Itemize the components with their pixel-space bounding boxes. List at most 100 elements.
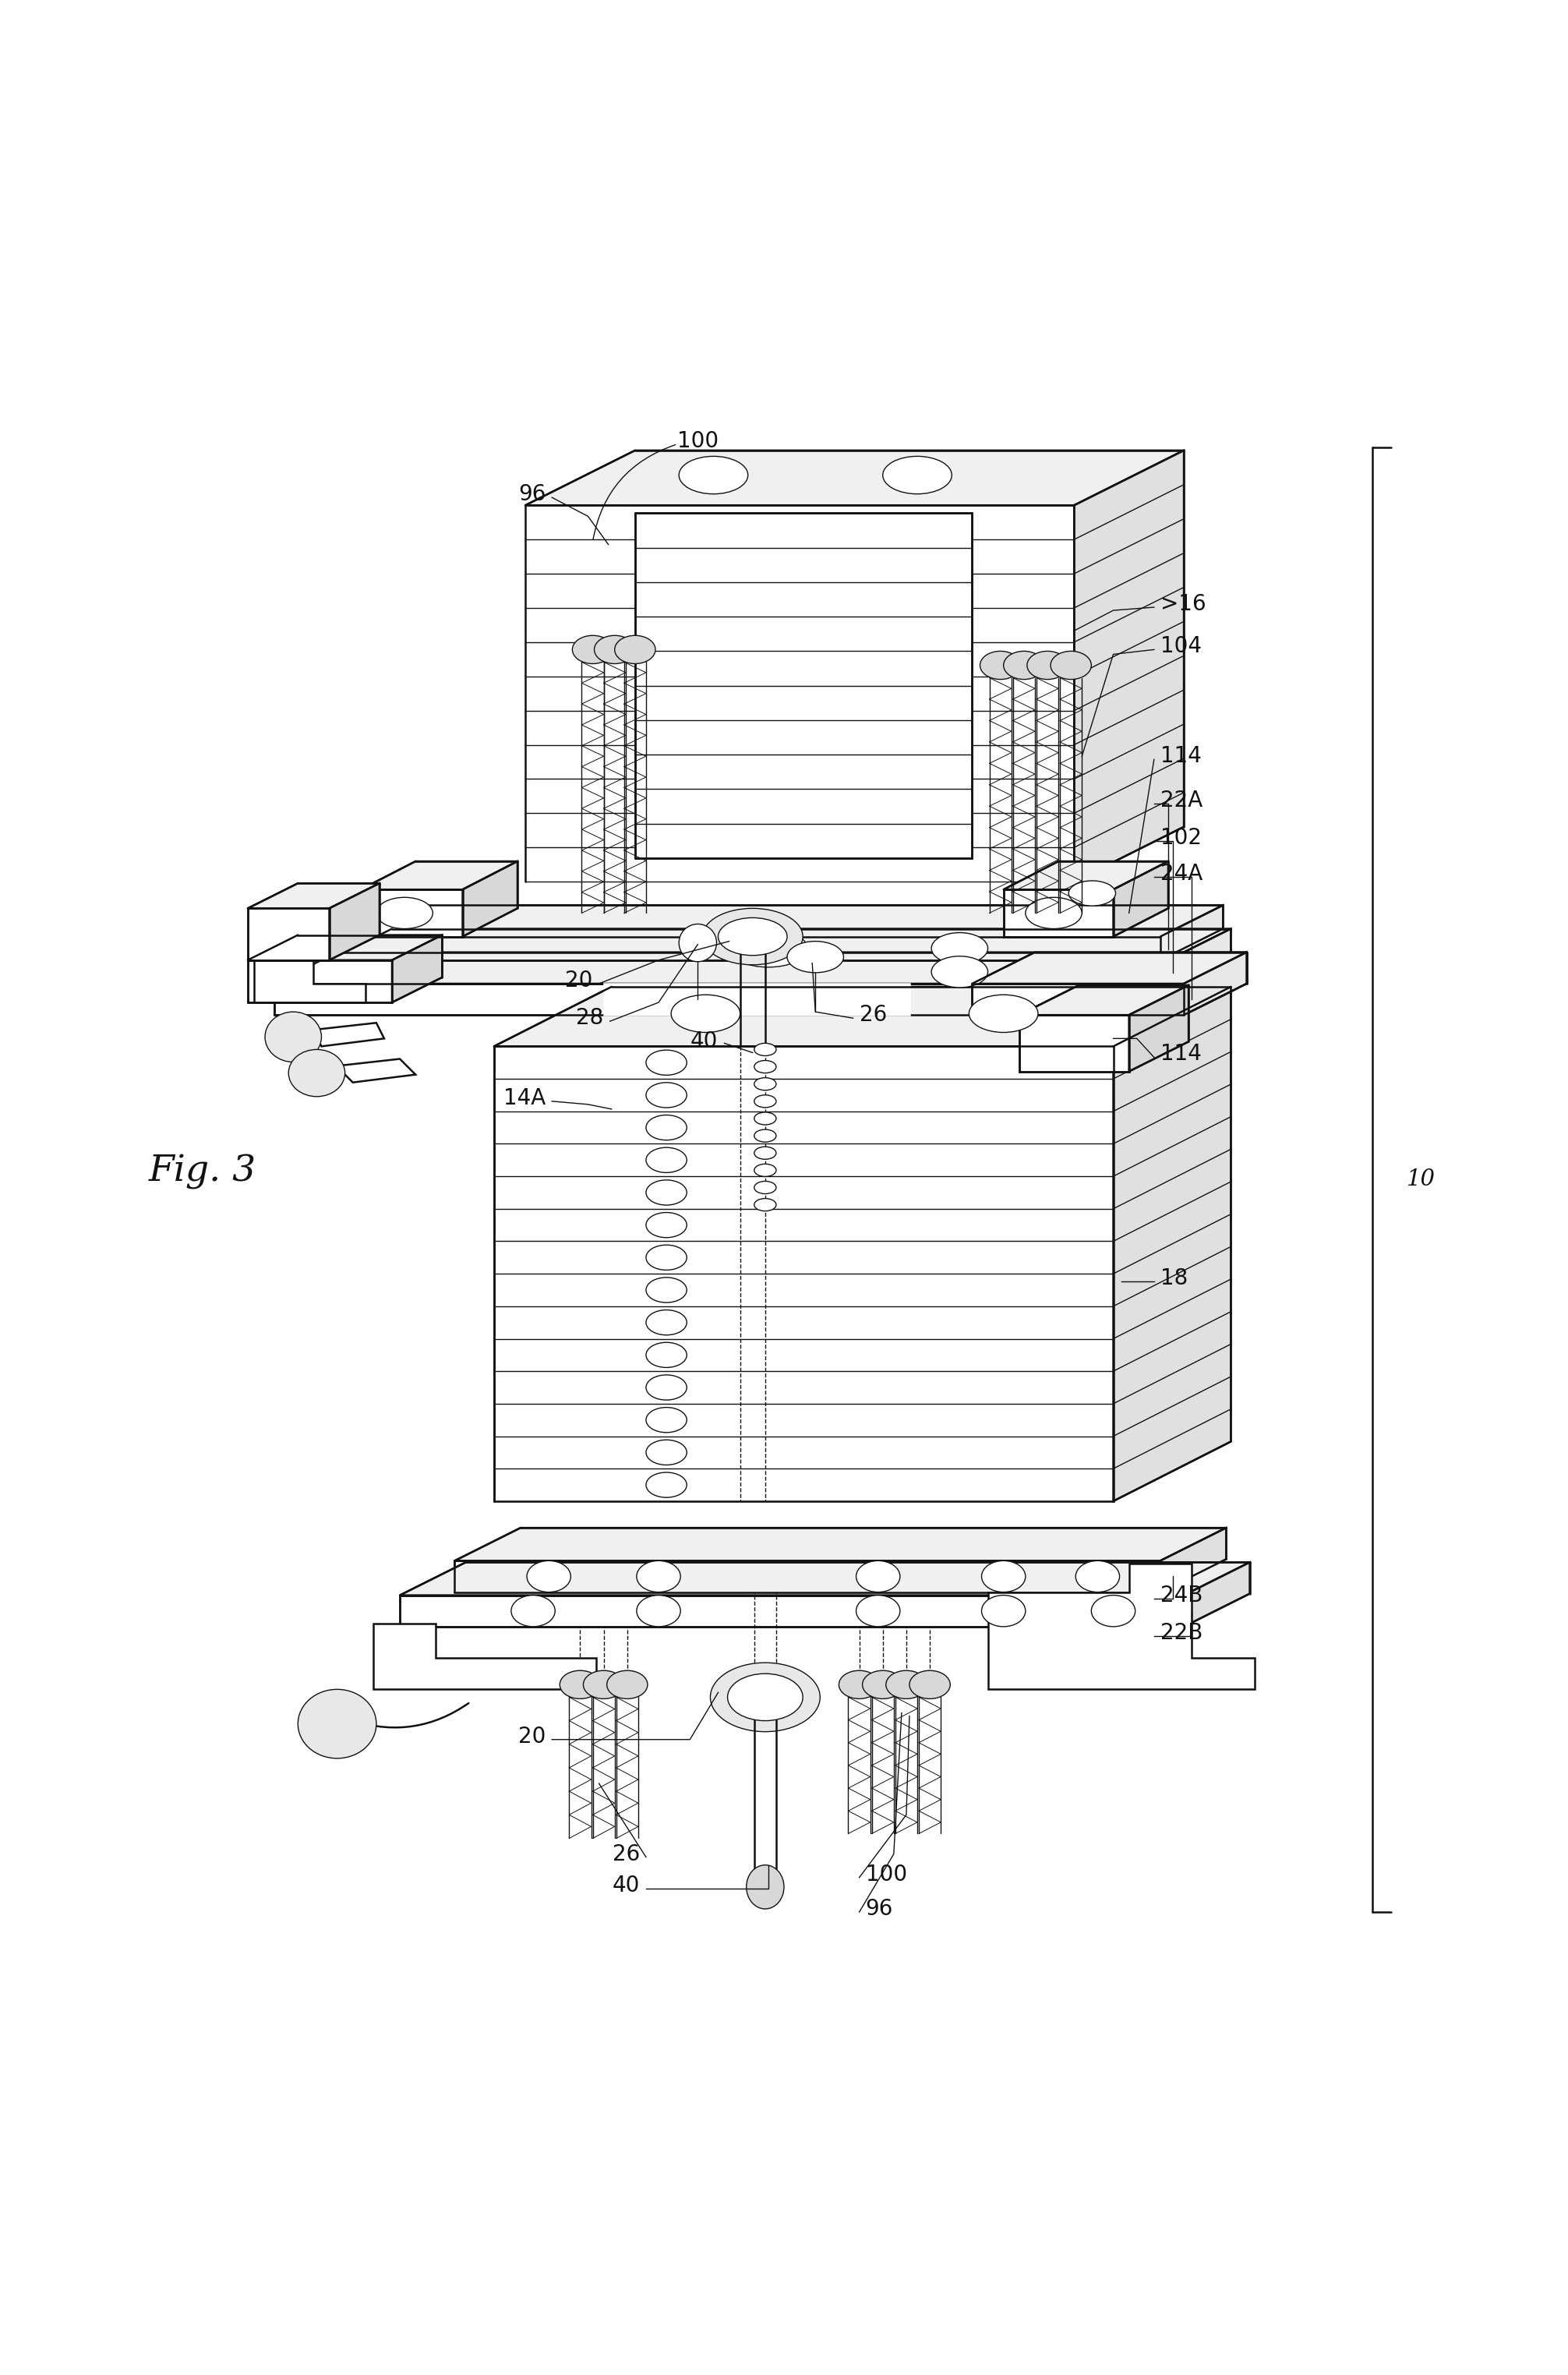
Text: 40: 40 — [612, 1874, 640, 1895]
Polygon shape — [972, 983, 1184, 1014]
Polygon shape — [373, 1624, 596, 1689]
Polygon shape — [455, 1560, 1160, 1591]
Text: 22B: 22B — [1160, 1622, 1203, 1644]
Ellipse shape — [754, 1164, 776, 1176]
Ellipse shape — [646, 1375, 687, 1399]
Polygon shape — [1168, 929, 1231, 983]
Ellipse shape — [646, 1472, 687, 1499]
Text: 100: 100 — [866, 1864, 906, 1886]
Polygon shape — [392, 936, 442, 1002]
Polygon shape — [494, 1047, 1113, 1501]
Ellipse shape — [982, 1596, 1025, 1627]
Ellipse shape — [646, 1083, 687, 1107]
Ellipse shape — [376, 898, 433, 929]
Ellipse shape — [646, 1278, 687, 1302]
Text: 26: 26 — [859, 1005, 887, 1026]
Ellipse shape — [1076, 1560, 1120, 1591]
Polygon shape — [306, 936, 1160, 960]
Ellipse shape — [679, 924, 717, 962]
Ellipse shape — [637, 1560, 681, 1591]
Polygon shape — [604, 983, 909, 1014]
Polygon shape — [329, 1059, 416, 1083]
Polygon shape — [248, 936, 442, 960]
Ellipse shape — [298, 1689, 376, 1758]
Ellipse shape — [583, 1670, 624, 1698]
Text: 22A: 22A — [1160, 788, 1203, 810]
Polygon shape — [1004, 891, 1113, 936]
Text: 102: 102 — [1160, 826, 1201, 848]
Ellipse shape — [856, 1596, 900, 1627]
Ellipse shape — [671, 995, 740, 1033]
Text: 40: 40 — [690, 1031, 718, 1052]
Ellipse shape — [1068, 881, 1115, 905]
Polygon shape — [1004, 862, 1168, 891]
Ellipse shape — [646, 1214, 687, 1237]
Ellipse shape — [886, 1670, 927, 1698]
Polygon shape — [1160, 905, 1223, 960]
Text: 24B: 24B — [1160, 1584, 1203, 1606]
Text: 100: 100 — [677, 430, 718, 451]
Polygon shape — [972, 952, 1247, 983]
Ellipse shape — [839, 1670, 880, 1698]
Ellipse shape — [615, 636, 655, 663]
Polygon shape — [248, 907, 329, 960]
Ellipse shape — [969, 995, 1038, 1033]
Ellipse shape — [862, 1670, 903, 1698]
Polygon shape — [1160, 1527, 1226, 1591]
Ellipse shape — [646, 1114, 687, 1140]
Polygon shape — [463, 862, 517, 936]
Text: 20: 20 — [517, 1727, 546, 1748]
Polygon shape — [1019, 986, 1189, 1014]
Text: 104: 104 — [1160, 636, 1201, 658]
Ellipse shape — [980, 651, 1021, 679]
Polygon shape — [400, 1596, 1184, 1627]
Text: Fig. 3: Fig. 3 — [149, 1154, 257, 1190]
Ellipse shape — [754, 1199, 776, 1211]
Ellipse shape — [1091, 1596, 1135, 1627]
Ellipse shape — [1004, 651, 1044, 679]
Text: 28: 28 — [575, 1007, 604, 1028]
Ellipse shape — [728, 1674, 803, 1722]
Ellipse shape — [594, 636, 635, 663]
Ellipse shape — [982, 1560, 1025, 1591]
Ellipse shape — [511, 1596, 555, 1627]
Ellipse shape — [702, 907, 803, 964]
Ellipse shape — [931, 933, 988, 964]
Ellipse shape — [1051, 651, 1091, 679]
Ellipse shape — [646, 1147, 687, 1173]
Text: >16: >16 — [1160, 594, 1206, 615]
Ellipse shape — [754, 1078, 776, 1090]
Ellipse shape — [931, 957, 988, 988]
Ellipse shape — [607, 1670, 648, 1698]
Ellipse shape — [637, 1596, 681, 1627]
Text: 114: 114 — [1160, 746, 1201, 767]
Polygon shape — [455, 1527, 1226, 1560]
Text: 10: 10 — [1406, 1168, 1435, 1190]
Ellipse shape — [710, 1662, 820, 1731]
Polygon shape — [1184, 952, 1247, 1014]
Text: 96: 96 — [517, 484, 546, 506]
Ellipse shape — [289, 1050, 345, 1097]
Ellipse shape — [646, 1439, 687, 1465]
Text: 114: 114 — [1160, 1043, 1201, 1064]
Ellipse shape — [1025, 898, 1082, 929]
Ellipse shape — [909, 1670, 950, 1698]
Ellipse shape — [646, 1342, 687, 1368]
Ellipse shape — [746, 1864, 784, 1910]
Ellipse shape — [754, 1147, 776, 1159]
Ellipse shape — [646, 1050, 687, 1076]
Polygon shape — [635, 513, 972, 857]
Ellipse shape — [679, 456, 748, 494]
Text: 96: 96 — [866, 1898, 894, 1919]
Polygon shape — [329, 929, 1231, 960]
Ellipse shape — [646, 1311, 687, 1335]
Ellipse shape — [560, 1670, 601, 1698]
Text: 20: 20 — [564, 969, 593, 990]
Text: 18: 18 — [1160, 1268, 1189, 1290]
Ellipse shape — [883, 456, 952, 494]
Polygon shape — [274, 983, 1184, 1014]
Ellipse shape — [754, 1095, 776, 1107]
Polygon shape — [1019, 1014, 1129, 1071]
Polygon shape — [248, 960, 392, 1002]
Ellipse shape — [754, 1180, 776, 1195]
